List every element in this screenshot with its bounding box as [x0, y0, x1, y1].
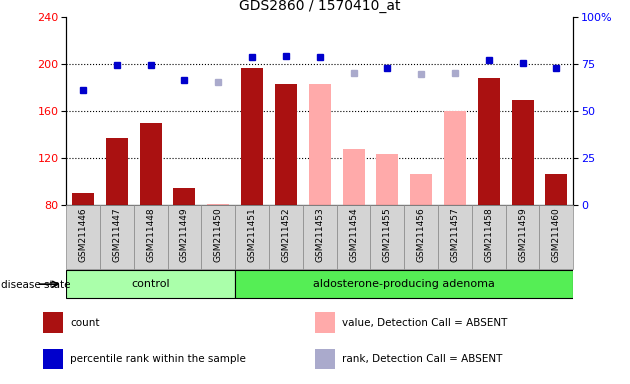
Text: GSM211460: GSM211460 [552, 207, 561, 262]
Text: control: control [132, 279, 170, 289]
Text: GSM211449: GSM211449 [180, 207, 189, 262]
Bar [512, 99, 534, 205]
Bar [376, 154, 398, 205]
Text: disease state: disease state [1, 280, 71, 290]
Bar [100, 205, 134, 269]
Bar [478, 78, 500, 205]
Bar [309, 84, 331, 205]
Text: GSM211450: GSM211450 [214, 207, 223, 262]
Text: GSM211454: GSM211454 [349, 207, 358, 262]
Bar [235, 270, 573, 298]
Bar [43, 349, 63, 369]
Text: GSM211457: GSM211457 [450, 207, 459, 262]
Bar [303, 205, 336, 269]
Bar [140, 123, 162, 205]
Text: GSM211455: GSM211455 [383, 207, 392, 262]
Text: GSM211448: GSM211448 [146, 207, 155, 262]
Text: GSM211458: GSM211458 [484, 207, 493, 262]
Text: rank, Detection Call = ABSENT: rank, Detection Call = ABSENT [342, 354, 503, 364]
Text: aldosterone-producing adenoma: aldosterone-producing adenoma [313, 279, 495, 289]
Bar [173, 188, 195, 205]
Bar [241, 68, 263, 205]
Bar [235, 205, 269, 269]
Bar [202, 205, 235, 269]
Bar [106, 138, 128, 205]
Bar [444, 111, 466, 205]
Text: GSM211459: GSM211459 [518, 207, 527, 262]
Bar [134, 205, 168, 269]
Bar [472, 205, 506, 269]
Text: GSM211456: GSM211456 [416, 207, 426, 262]
Bar [315, 312, 335, 333]
Title: GDS2860 / 1570410_at: GDS2860 / 1570410_at [239, 0, 401, 13]
Text: GSM211453: GSM211453 [315, 207, 324, 262]
Bar [168, 205, 202, 269]
Bar [506, 205, 539, 269]
Bar [438, 205, 472, 269]
Text: GSM211451: GSM211451 [248, 207, 256, 262]
Bar [207, 204, 229, 205]
Bar [43, 312, 63, 333]
Bar [66, 270, 235, 298]
Bar [315, 349, 335, 369]
Bar [66, 205, 100, 269]
Text: GSM211452: GSM211452 [282, 207, 290, 262]
Bar [546, 174, 568, 205]
Bar [336, 205, 370, 269]
Text: count: count [70, 318, 100, 328]
Bar [275, 84, 297, 205]
Text: GSM211447: GSM211447 [112, 207, 122, 262]
Bar [343, 149, 365, 205]
Bar [404, 205, 438, 269]
Bar [410, 174, 432, 205]
Text: percentile rank within the sample: percentile rank within the sample [70, 354, 246, 364]
Text: value, Detection Call = ABSENT: value, Detection Call = ABSENT [342, 318, 508, 328]
Text: GSM211446: GSM211446 [79, 207, 88, 262]
Bar [72, 192, 94, 205]
Bar [269, 205, 303, 269]
Bar [539, 205, 573, 269]
Bar [370, 205, 404, 269]
